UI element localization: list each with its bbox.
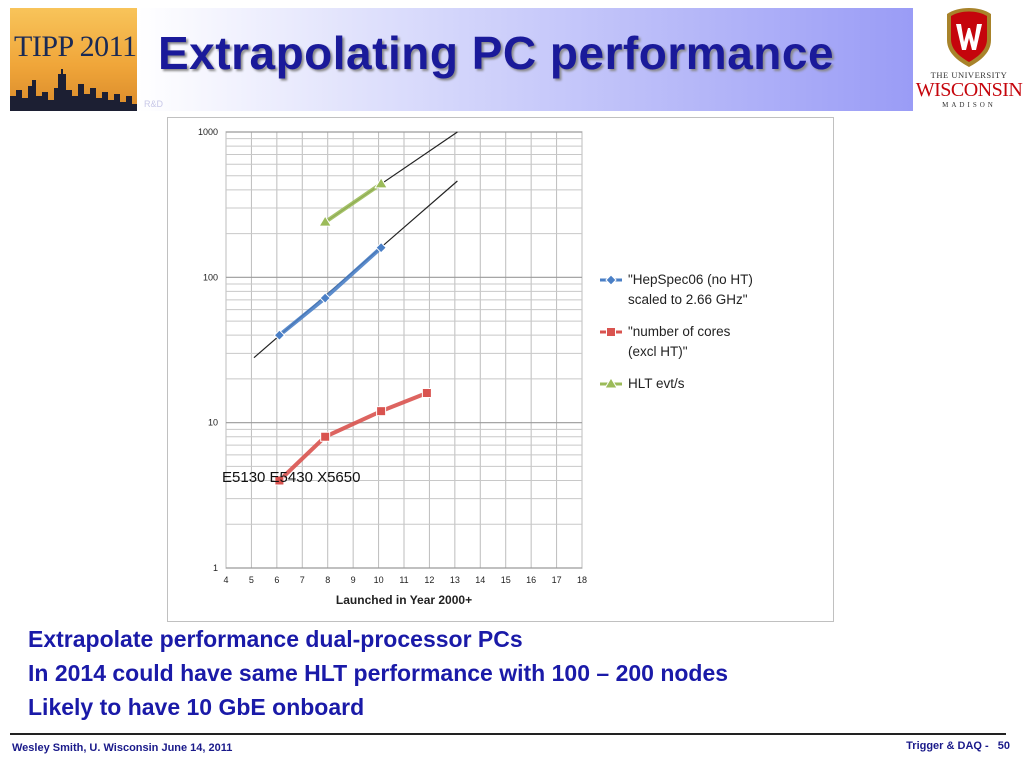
x-tick-label: 8 xyxy=(325,575,330,585)
x-axis-label: Launched in Year 2000+ xyxy=(336,593,472,607)
x-tick-label: 14 xyxy=(475,575,485,585)
x-tick-label: 9 xyxy=(351,575,356,585)
tipp-logo-text: TIPP 2011 xyxy=(14,30,137,63)
x-tick-label: 10 xyxy=(374,575,384,585)
legend-label: scaled to 2.66 GHz" xyxy=(628,292,748,307)
data-point xyxy=(605,274,617,286)
x-tick-label: 18 xyxy=(577,575,587,585)
x-tick-label: 7 xyxy=(300,575,305,585)
footer-author-date: Wesley Smith, U. Wisconsin June 14, 2011 xyxy=(12,742,233,754)
y-tick-label: 1000 xyxy=(198,127,218,137)
data-point xyxy=(376,406,387,417)
x-tick-label: 6 xyxy=(274,575,279,585)
data-point xyxy=(604,377,618,389)
tipp-2011-logo: TIPP 2011 xyxy=(10,8,137,111)
uw-crest-icon xyxy=(947,8,991,67)
city-skyline-icon xyxy=(10,69,137,111)
legend-label: (excl HT)" xyxy=(628,344,688,359)
title-banner xyxy=(138,8,913,111)
x-tick-label: 17 xyxy=(552,575,562,585)
x-tick-label: 5 xyxy=(249,575,254,585)
uw-logo-line3: MADISON xyxy=(942,101,996,109)
x-tick-label: 15 xyxy=(501,575,511,585)
slide-title: Extrapolating PC performance xyxy=(158,27,835,79)
bullet-list: Extrapolate performance dual-processor P… xyxy=(28,622,728,724)
footer-section-label: Trigger & DAQ - xyxy=(906,740,989,752)
bullet-item: Likely to have 10 GbE onboard xyxy=(28,694,365,720)
data-point xyxy=(606,327,616,337)
uw-logo-line2: WISCONSIN xyxy=(915,79,1023,101)
data-point xyxy=(375,241,387,254)
series-line xyxy=(324,182,383,224)
legend-label: HLT evt/s xyxy=(628,376,685,391)
data-point xyxy=(374,176,388,189)
data-point xyxy=(318,215,333,227)
x-tick-label: 12 xyxy=(424,575,434,585)
uw-logo-line1: THE UNIVERSITY xyxy=(930,70,1008,80)
x-tick-label: 11 xyxy=(399,575,408,585)
y-tick-label: 100 xyxy=(203,272,218,282)
data-point xyxy=(274,475,285,486)
page-number: 50 xyxy=(997,740,1010,752)
performance-chart: 4 5 6 7 8 9 10 11 12 13 14 15 16 17 18 1 10 100 1000 Launch… xyxy=(198,127,753,607)
data-point xyxy=(421,388,432,399)
chart-frame: 4 5 6 7 8 9 10 11 12 13 14 15 16 17 18 1 10 100 1000 Launch… xyxy=(167,117,834,622)
uw-madison-logo: THE UNIVERSITY WISCONSIN MADISON xyxy=(914,4,1024,112)
footer-section: Trigger & DAQ - 50 xyxy=(906,740,1010,752)
processor-annotation: E5130 E5430 X5650 xyxy=(222,469,360,486)
x-tick-label: 13 xyxy=(450,575,460,585)
bullet-item: Extrapolate performance dual-processor P… xyxy=(28,626,523,652)
footer-divider xyxy=(10,733,1006,735)
legend-label: "number of cores xyxy=(628,324,731,339)
x-tick-label: 4 xyxy=(223,575,228,585)
y-tick-label: 1 xyxy=(213,563,218,573)
y-tick-label: 10 xyxy=(208,418,218,428)
bullet-item: In 2014 could have same HLT performance … xyxy=(28,660,729,686)
data-point xyxy=(273,329,286,341)
data-point xyxy=(320,431,331,442)
legend-label: "HepSpec06 (no HT) xyxy=(628,272,753,287)
x-tick-label: 16 xyxy=(526,575,536,585)
data-point xyxy=(319,292,331,304)
series-line xyxy=(278,391,428,482)
rd-label: R&D xyxy=(144,99,164,109)
